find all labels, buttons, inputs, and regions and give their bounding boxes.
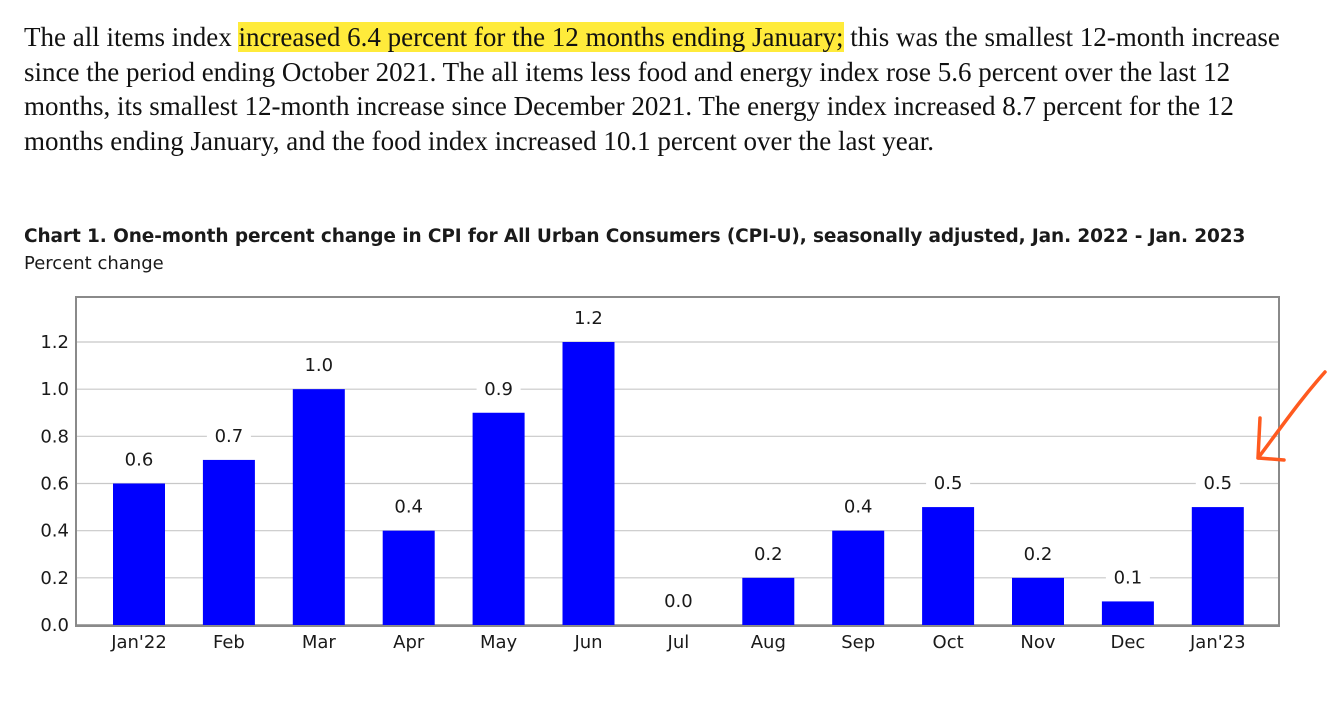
x-tick-label: May: [480, 632, 518, 653]
paragraph-text-start: The all items index: [24, 22, 239, 52]
x-tick-label: Jan'23: [1189, 632, 1246, 653]
bar: [472, 412, 525, 625]
y-tick-label: 0.4: [40, 521, 69, 542]
x-tick-label: Apr: [393, 632, 425, 653]
plot-area-frame: [75, 296, 1280, 627]
orange-arrow-icon: [1256, 370, 1327, 462]
data-label-background: [386, 496, 431, 519]
data-label-background: [1195, 473, 1240, 496]
data-label-background: [1105, 567, 1150, 590]
data-label-background: [476, 378, 521, 401]
data-label: 0.9: [484, 379, 513, 400]
bar: [292, 389, 345, 625]
data-label: 0.0: [664, 591, 693, 612]
bar: [742, 577, 795, 625]
x-tick-label: Dec: [1110, 632, 1145, 653]
bar: [1191, 507, 1244, 625]
bar: [832, 530, 885, 625]
data-label: 0.7: [215, 426, 244, 447]
bar: [1012, 577, 1064, 625]
x-tick-label: Jan'22: [110, 632, 167, 653]
y-tick-label: 0.6: [40, 474, 69, 495]
chart-title: Chart 1. One-month percent change in CPI…: [24, 226, 1246, 247]
data-label: 0.2: [1024, 544, 1053, 565]
data-label-background: [1016, 543, 1060, 566]
x-tick-label: Jun: [573, 632, 602, 653]
data-label: 0.5: [934, 473, 963, 494]
x-tick-label: Sep: [841, 632, 875, 653]
data-label-background: [566, 308, 611, 330]
paragraph-text-end: this was the smallest 12-month increase …: [24, 22, 1280, 156]
bar: [1101, 601, 1154, 625]
article-paragraph: The all items index increased 6.4 percen…: [24, 20, 1304, 158]
data-label-background: [926, 473, 971, 496]
x-tick-label: Feb: [213, 632, 245, 653]
x-tick-label: Jul: [667, 632, 690, 653]
data-label: 0.4: [844, 497, 873, 518]
bar: [922, 507, 975, 625]
chart-y-axis-label: Percent change: [24, 253, 164, 274]
data-label: 0.1: [1114, 567, 1143, 588]
x-tick-label: Aug: [751, 632, 786, 653]
bar: [382, 530, 435, 625]
y-tick-label: 0.0: [40, 615, 69, 636]
data-label-background: [206, 425, 251, 448]
bar: [202, 459, 255, 625]
data-label: 0.6: [125, 450, 154, 471]
x-tick-label: Nov: [1020, 632, 1055, 653]
data-label: 0.2: [754, 544, 783, 565]
data-label-background: [296, 355, 341, 378]
highlighted-text: increased 6.4 percent for the 12 months …: [238, 22, 844, 52]
data-label-background: [117, 449, 161, 472]
data-label: 0.4: [394, 497, 423, 518]
data-label: 1.0: [304, 355, 333, 376]
data-label-background: [746, 543, 791, 566]
data-label-background: [656, 591, 701, 613]
x-tick-label: Oct: [933, 632, 964, 653]
bar: [562, 342, 615, 625]
data-label-background: [836, 496, 881, 519]
x-tick-label: Mar: [302, 632, 337, 653]
data-label: 0.5: [1203, 473, 1232, 494]
y-tick-label: 0.8: [40, 426, 69, 447]
bar: [113, 483, 165, 625]
y-tick-label: 1.2: [40, 332, 69, 353]
y-tick-label: 0.2: [40, 568, 69, 589]
data-label: 1.2: [574, 308, 603, 329]
y-tick-label: 1.0: [40, 379, 69, 400]
